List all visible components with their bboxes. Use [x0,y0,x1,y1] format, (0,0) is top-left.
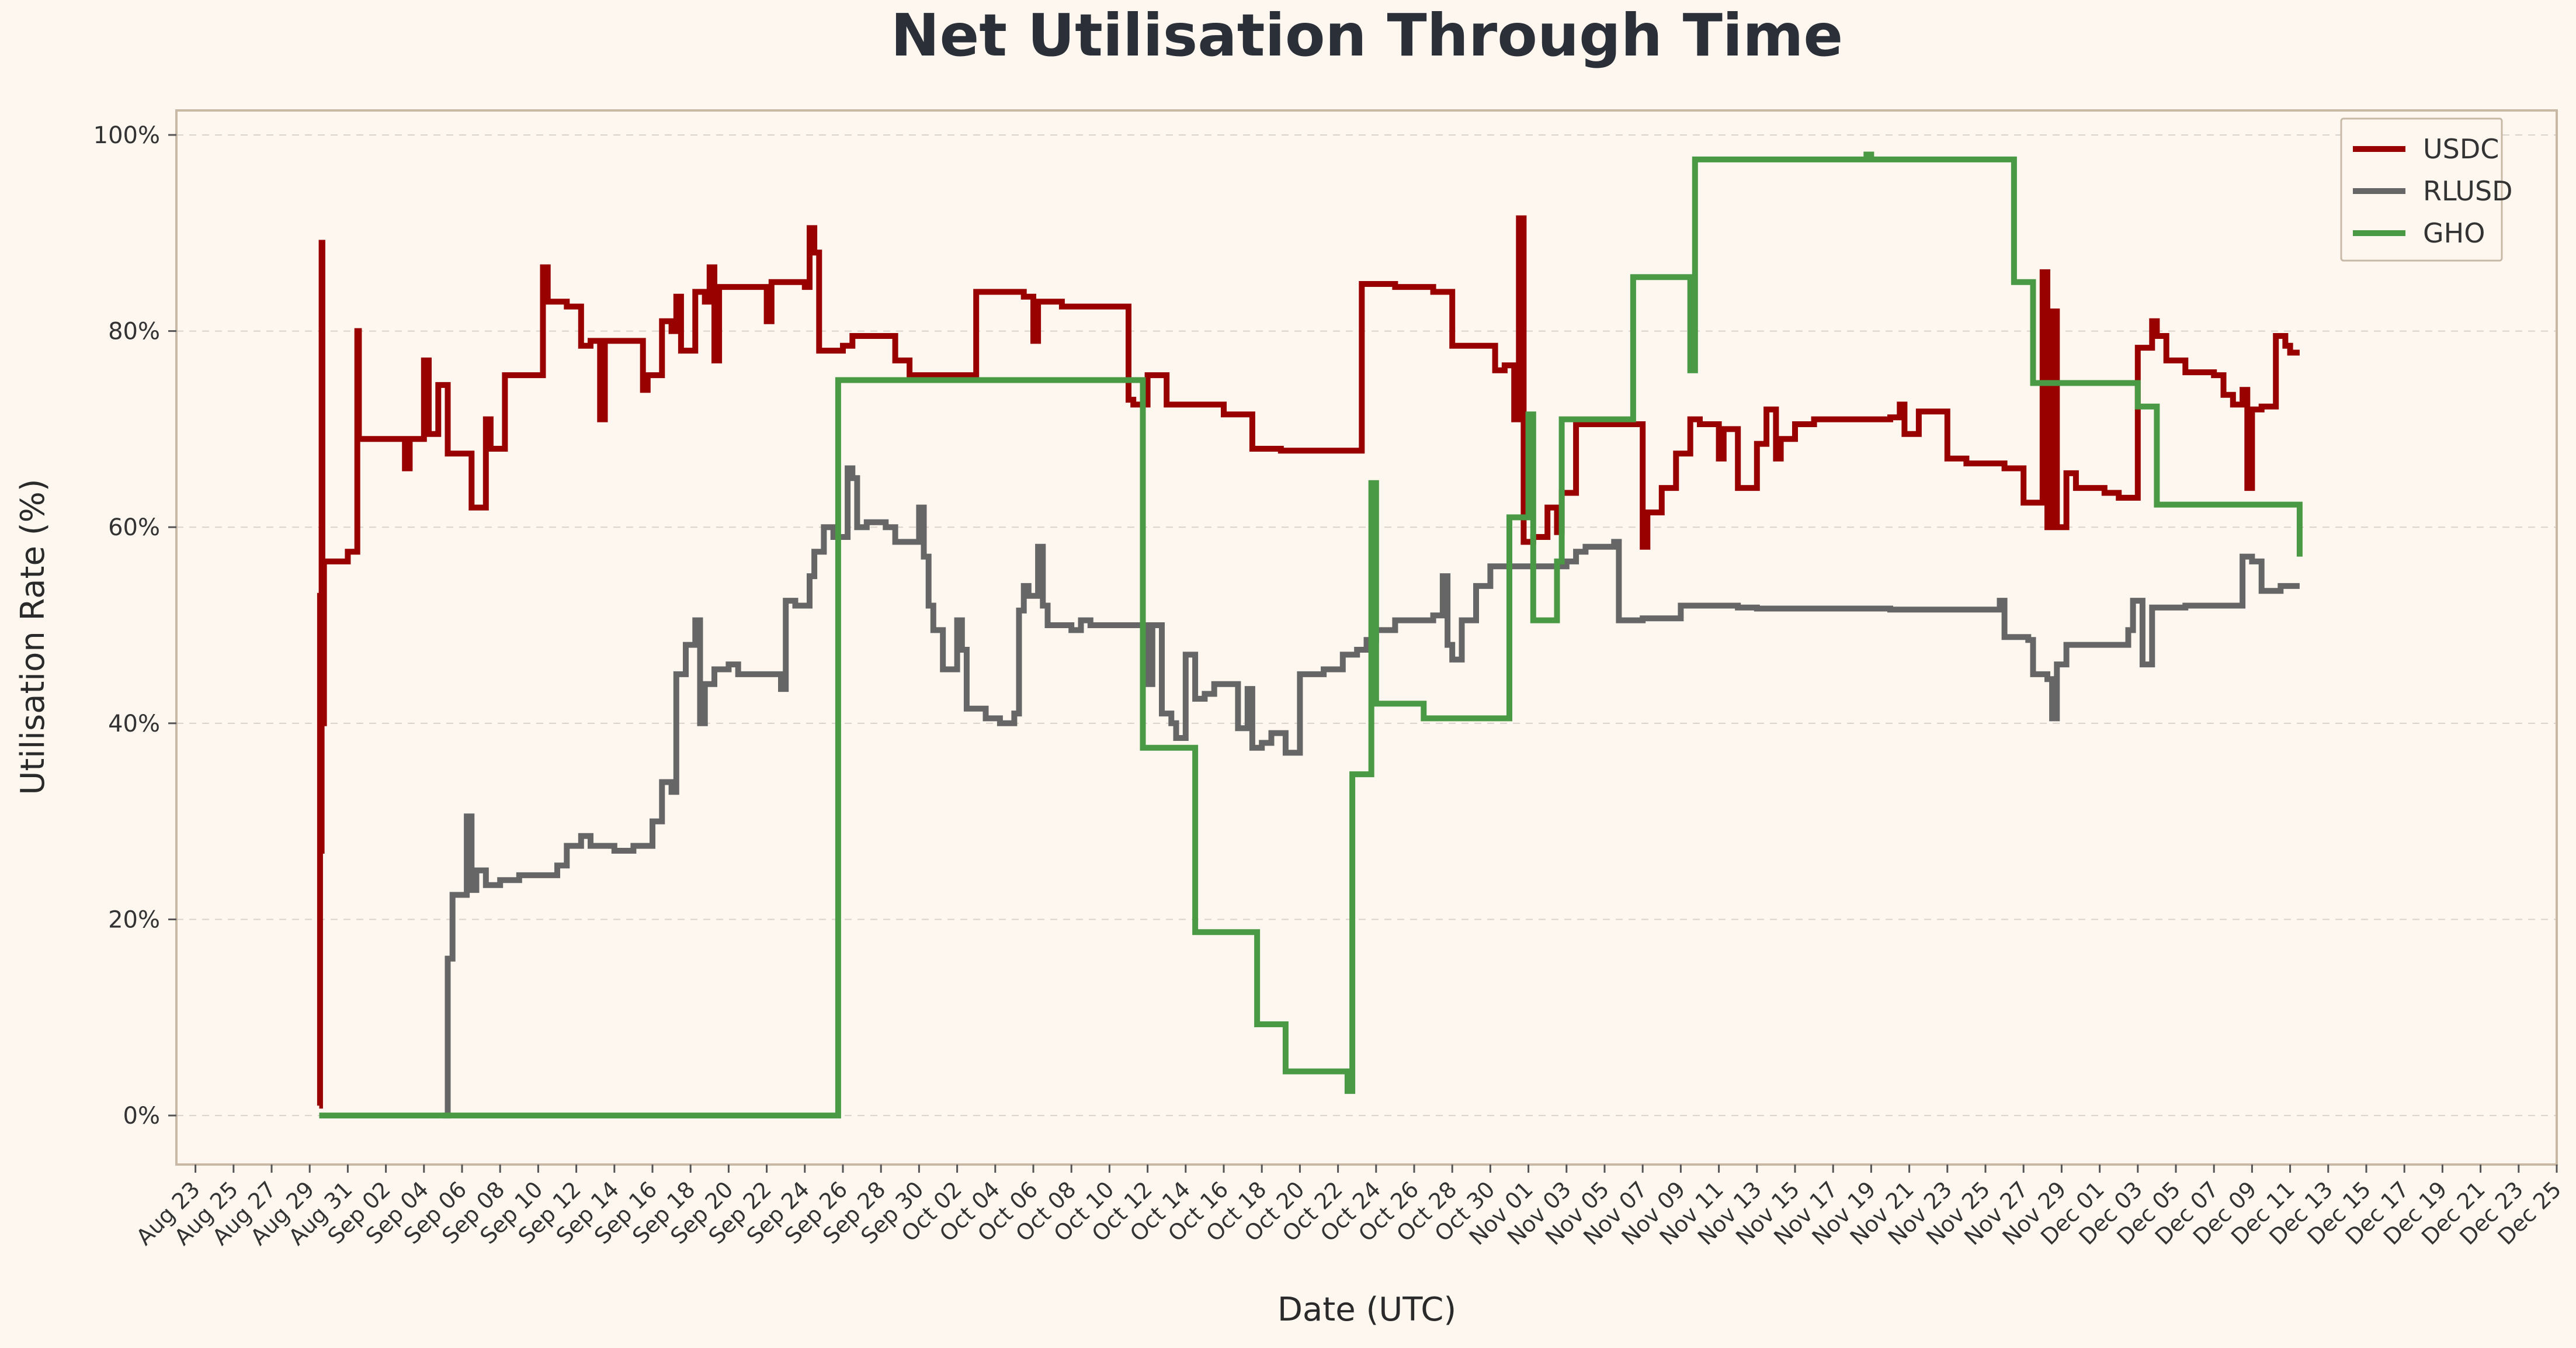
legend-label-usdc: USDC [2423,133,2499,165]
y-tick-label: 40% [108,711,160,737]
y-tick-label: 0% [123,1103,160,1129]
plot-frame [175,109,2558,1166]
legend-label-gho: GHO [2423,217,2485,249]
legend-box [2340,117,2503,262]
y-tick-label: 20% [108,906,160,933]
grid-lines [176,134,2557,1117]
y-axis-title: Utilisation Rate (%) [14,479,52,795]
y-tick-label: 100% [93,122,160,149]
legend: USDC RLUSD GHO [2340,117,2513,262]
series-line-rlusd [443,465,2300,1119]
x-axis-title: Date (UTC) [1277,1291,1456,1329]
y-tick-label: 80% [108,318,160,345]
chart-title: Net Utilisation Through Time [891,1,1843,70]
legend-label-rlusd: RLUSD [2423,175,2513,207]
y-axis-ticks: 0% 20% 40% 60% 80% 100% [93,122,176,1129]
series-line-gho [319,151,2303,1119]
y-tick-label: 60% [108,514,160,541]
series-lines [317,151,2303,1119]
